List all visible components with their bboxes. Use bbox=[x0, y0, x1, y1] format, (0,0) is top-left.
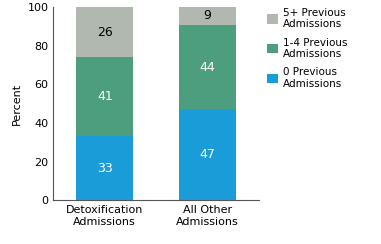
Text: 44: 44 bbox=[200, 61, 216, 74]
Y-axis label: Percent: Percent bbox=[12, 83, 22, 125]
Bar bbox=[179, 7, 236, 25]
Bar bbox=[77, 57, 133, 136]
Bar bbox=[179, 110, 236, 200]
Text: 47: 47 bbox=[200, 148, 216, 161]
Text: 26: 26 bbox=[97, 26, 113, 39]
Bar bbox=[179, 25, 236, 110]
Text: 9: 9 bbox=[204, 10, 211, 22]
Text: 41: 41 bbox=[97, 91, 113, 103]
Bar bbox=[77, 7, 133, 57]
Legend: 5+ Previous
Admissions, 1-4 Previous
Admissions, 0 Previous
Admissions: 5+ Previous Admissions, 1-4 Previous Adm… bbox=[263, 3, 352, 93]
Bar bbox=[77, 136, 133, 200]
Text: 33: 33 bbox=[97, 162, 113, 175]
